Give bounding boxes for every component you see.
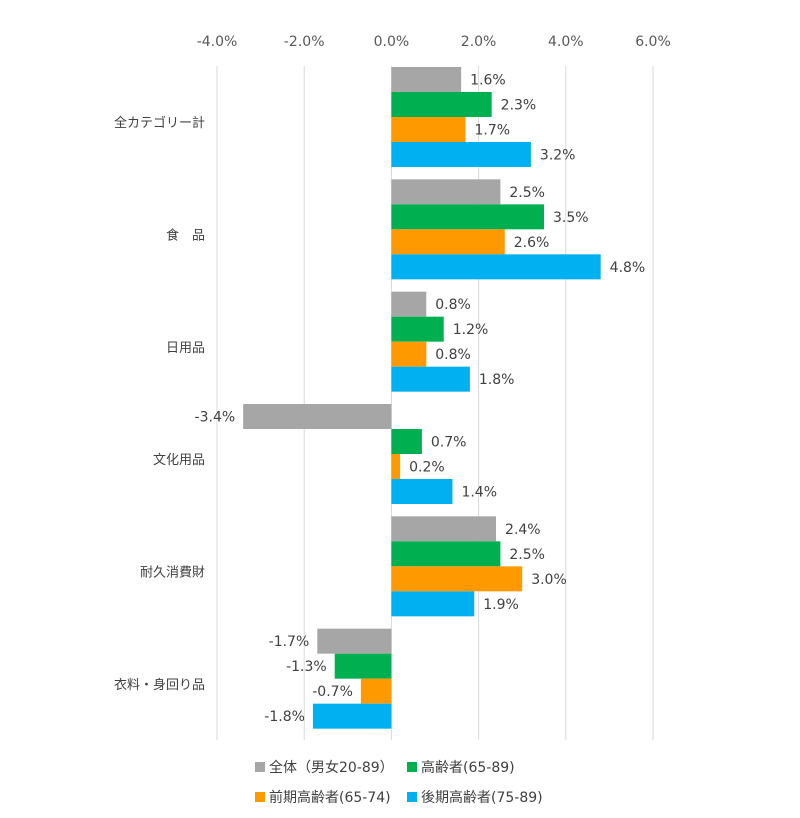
data-label: 2.4% (505, 522, 541, 538)
data-label: 0.2% (409, 460, 445, 476)
data-label: 2.3% (501, 98, 537, 114)
category-label: 耐久消費財 (140, 566, 205, 581)
x-tick-label: 0.0% (374, 34, 410, 50)
bar (391, 179, 501, 205)
bar (312, 703, 392, 729)
legend-label: 後期高齢者(75-89) (421, 789, 543, 806)
bar (391, 516, 497, 542)
category-label: 全カテゴリー計 (114, 115, 205, 131)
bar (391, 566, 523, 592)
bar (391, 341, 427, 367)
legend-label: 前期高齢者(65-74) (269, 789, 391, 806)
bar (391, 479, 453, 504)
bar (391, 92, 492, 117)
x-tick-label: 6.0% (635, 34, 671, 50)
bar (391, 316, 444, 342)
x-tick-label: -4.0% (197, 34, 238, 50)
bar (391, 454, 401, 479)
bar (391, 429, 422, 454)
data-label: -1.8% (264, 709, 305, 725)
data-label: 1.2% (453, 322, 489, 338)
legend-label: 高齢者(65-89) (421, 759, 515, 776)
data-label: 0.7% (431, 435, 467, 451)
data-label: 2.5% (509, 547, 545, 563)
data-label: 1.6% (470, 73, 506, 89)
bar (391, 366, 470, 392)
data-label: -1.3% (286, 659, 327, 675)
data-label: 3.5% (553, 210, 589, 226)
data-label: 3.2% (540, 148, 576, 164)
legend-label: 全体（男女20-89） (269, 759, 394, 776)
data-label: 0.8% (435, 347, 471, 363)
category-label: 食 品 (166, 228, 205, 244)
data-label: 4.8% (610, 260, 646, 276)
data-label: 2.5% (509, 185, 545, 201)
category-label: 衣料・身回り品 (114, 677, 205, 693)
data-label: 1.9% (483, 597, 519, 613)
data-label: 3.0% (531, 572, 567, 588)
bar (391, 67, 462, 92)
category-label: 文化用品 (153, 453, 205, 468)
x-tick-label: -2.0% (284, 34, 325, 50)
bar (391, 591, 475, 617)
data-label: -3.4% (195, 410, 236, 426)
data-label: 0.8% (435, 297, 471, 313)
bar (391, 254, 601, 280)
category-label: 日用品 (166, 341, 205, 356)
bar (391, 541, 501, 567)
bar (360, 678, 392, 704)
legend-swatch (407, 762, 417, 772)
data-label: -1.7% (269, 634, 310, 650)
legend-swatch (255, 762, 265, 772)
bar (391, 291, 427, 317)
x-tick-label: 2.0% (461, 34, 497, 50)
bar (391, 204, 544, 230)
x-tick-label: 4.0% (548, 34, 584, 50)
data-label: -0.7% (312, 684, 353, 700)
bar (391, 117, 466, 142)
data-label: 1.7% (475, 123, 511, 139)
legend-swatch (407, 792, 417, 802)
data-label: 1.4% (461, 485, 497, 501)
legend-swatch (255, 792, 265, 802)
bar (334, 653, 392, 679)
data-label: 1.8% (479, 372, 515, 388)
data-label: 2.6% (514, 235, 550, 251)
bar (391, 142, 531, 167)
bar (317, 628, 392, 654)
bar (391, 229, 505, 255)
bar (243, 404, 392, 429)
